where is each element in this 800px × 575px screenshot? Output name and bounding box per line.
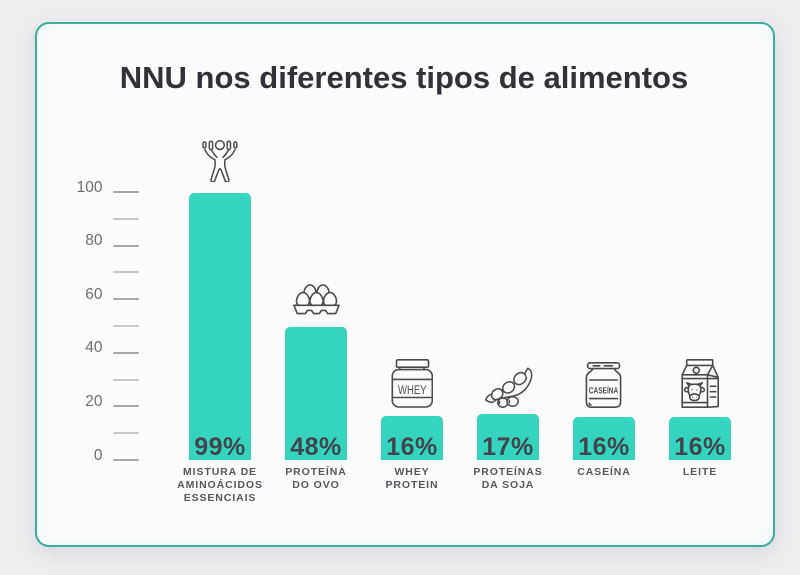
- svg-text:CASEÍNA: CASEÍNA: [589, 385, 619, 395]
- svg-text:WHEY: WHEY: [398, 383, 427, 397]
